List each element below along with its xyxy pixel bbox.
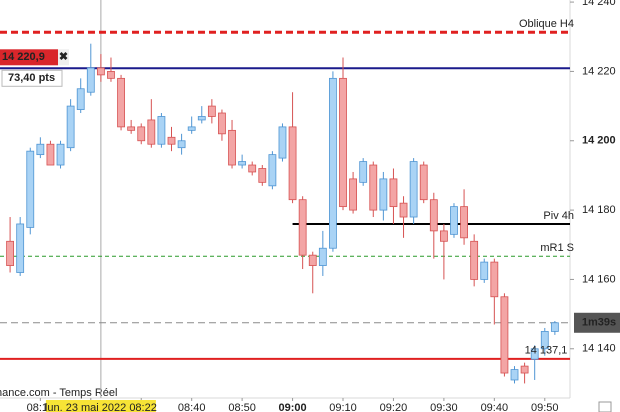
countdown-box (574, 312, 620, 333)
y-tick-label: 14 180 (582, 204, 616, 216)
candle-body (167, 136, 176, 145)
candle-body (369, 164, 378, 211)
x-tick-label: 09:50 (531, 402, 559, 412)
candle-body (450, 206, 458, 235)
level-value-label: 14 137,1 (525, 345, 568, 357)
x-tick-label: 08:40 (178, 402, 206, 412)
candle-body (288, 126, 297, 201)
candle-body (278, 126, 287, 159)
candle-body (329, 77, 337, 249)
x-tick-label: 09:40 (481, 402, 509, 412)
candle-body (308, 254, 317, 266)
candle-body (26, 150, 35, 228)
candle-body (520, 365, 529, 374)
candle-body (117, 77, 125, 128)
candle-body (409, 161, 418, 218)
candle-body (399, 202, 408, 218)
y-tick-label: 14 200 (582, 135, 616, 147)
distance-tag (1, 69, 63, 87)
candle-body (207, 105, 216, 117)
x-tick-label: 09:10 (329, 402, 357, 412)
level-name: Oblique H4 (519, 18, 574, 30)
candle-body (540, 331, 549, 350)
candle-body (218, 112, 226, 135)
candle-body (318, 247, 327, 266)
candle-body (36, 143, 45, 156)
candle-body (510, 369, 519, 381)
candle-body (86, 67, 95, 93)
source-label: nance.com - Temps Réel (0, 387, 117, 399)
x-tick-label: 08:50 (228, 402, 256, 412)
candle-body (339, 77, 347, 208)
candle-body (16, 223, 25, 273)
candle-body (6, 240, 14, 266)
distance-label: 73,40 pts (8, 72, 55, 84)
price-tag-label: 14 220,9 (2, 51, 45, 63)
x-tick-label: 09:00 (278, 402, 306, 412)
candle-body (379, 178, 388, 211)
candle-body (460, 206, 468, 239)
price-tag (0, 49, 58, 66)
icon (598, 401, 612, 412)
candle-body (480, 261, 489, 280)
level-name: Piv 4h (543, 210, 574, 222)
candle-body (490, 261, 499, 298)
candle-body (359, 161, 368, 183)
candle-body (530, 348, 539, 360)
candle-body (228, 129, 236, 166)
candle-body (439, 230, 448, 242)
candle-body (197, 116, 206, 121)
candle-body (127, 126, 136, 131)
candle-body (238, 161, 247, 166)
candle-body (147, 119, 156, 145)
candle-body (46, 143, 55, 166)
x-tick-label: 08:10 (27, 402, 55, 412)
level-name: mR1 S (540, 242, 574, 254)
close-icon: ✖ (59, 51, 68, 63)
candle-body (107, 71, 115, 79)
candle-body (137, 126, 146, 142)
crosshair-date-box (45, 400, 156, 412)
candle-body (550, 322, 559, 332)
candle-body (429, 199, 438, 232)
x-tick-label: 09:20 (380, 402, 408, 412)
candle-body (66, 105, 75, 149)
y-tick-label: 14 220 (582, 65, 616, 77)
candle-body (389, 178, 398, 208)
countdown-label: 1m39s (582, 317, 616, 329)
candle-body (500, 296, 509, 374)
candle-body (248, 164, 257, 173)
candle-body (470, 240, 479, 280)
close-button (58, 49, 69, 66)
candle-body (187, 126, 196, 131)
candle-body (76, 88, 85, 110)
y-tick-label: 14 240 (582, 0, 616, 8)
candle-body (268, 154, 277, 187)
x-tick-label: 09:30 (430, 402, 458, 412)
candle-body (298, 199, 307, 256)
y-tick-label: 14 160 (582, 273, 616, 285)
candle-body (419, 164, 428, 201)
crosshair-date-label: lun. 23 mai 2022 08:22 (45, 402, 157, 412)
candle-body (96, 67, 105, 76)
candle-body (177, 140, 186, 149)
candle-body (157, 116, 166, 145)
candle-body (258, 168, 267, 183)
y-tick-label: 14 140 (582, 343, 616, 355)
candle-body (349, 178, 357, 211)
candle-body (56, 143, 65, 166)
